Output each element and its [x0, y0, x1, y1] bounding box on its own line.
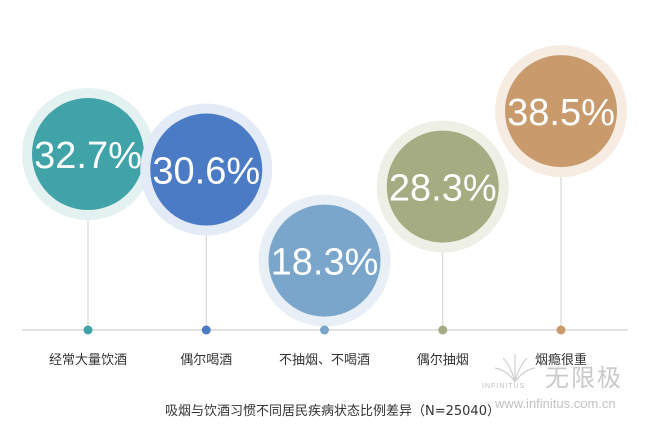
watermark-brand: 无限极	[545, 364, 623, 392]
bubble	[505, 55, 617, 168]
bubble-value-label: 32.7%	[34, 135, 142, 177]
bubble-value-label: 28.3%	[389, 168, 497, 210]
bubble-value-label: 30.6%	[152, 151, 260, 193]
category-label: 偶尔抽烟	[417, 353, 469, 368]
category-label: 烟瘾很重	[535, 352, 587, 368]
category-label: 不抽烟、不喝酒	[279, 353, 370, 368]
bubble-value-label: 18.3%	[271, 242, 379, 284]
category-label: 偶尔喝酒	[180, 353, 232, 368]
baseline-dot	[556, 325, 566, 335]
watermark-brand-en: INFINITUS	[482, 383, 526, 390]
category-label: 经常大量饮酒	[49, 353, 127, 368]
baseline-dot	[438, 325, 448, 335]
bubble	[32, 98, 144, 211]
bubble-value-label: 38.5%	[507, 92, 615, 134]
baseline-dot	[201, 325, 211, 335]
infinitus-logo-icon	[494, 354, 536, 383]
chart-caption: 吸烟与饮酒习惯不同居民疾病状态比例差异（N=25040）	[165, 404, 500, 419]
bubble	[386, 130, 499, 243]
baseline-dot	[320, 325, 329, 335]
baseline-dot	[83, 325, 93, 335]
bubble	[150, 113, 263, 226]
bubble	[268, 204, 381, 317]
watermark-url: www.infinitus.com.cn	[495, 396, 616, 411]
